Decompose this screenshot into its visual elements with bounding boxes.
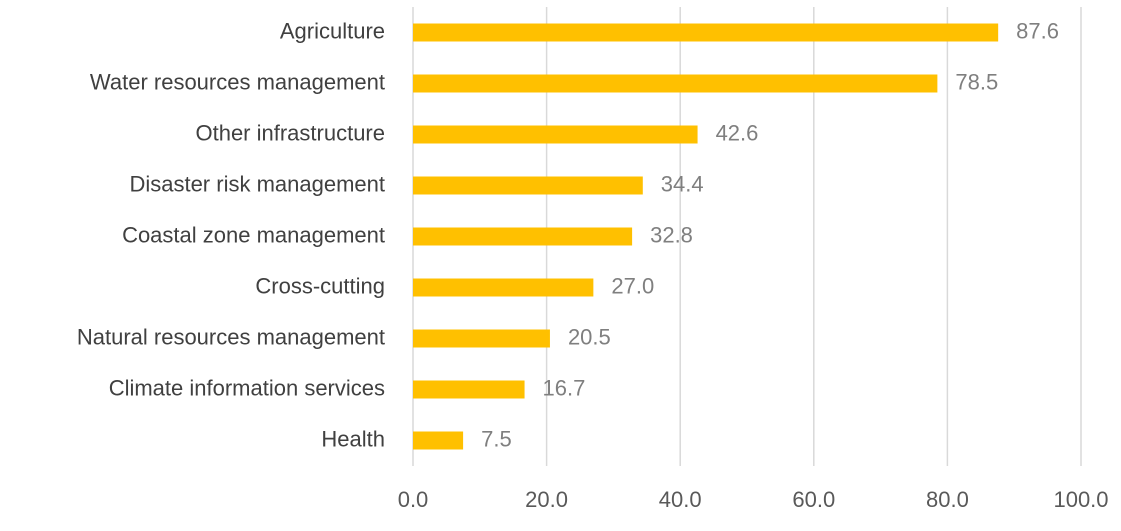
- y-tick-label: Agriculture: [280, 18, 385, 43]
- y-tick-label: Water resources management: [90, 69, 385, 94]
- x-tick-label: 80.0: [926, 487, 969, 512]
- bar: [413, 431, 464, 450]
- y-tick-label: Climate information services: [109, 375, 385, 400]
- data-label: 27.0: [611, 273, 654, 298]
- bar: [413, 176, 643, 195]
- y-tick-label: Cross-cutting: [255, 273, 385, 298]
- y-tick-label: Health: [321, 426, 385, 451]
- x-tick-label: 0.0: [398, 487, 429, 512]
- x-tick-label: 40.0: [659, 487, 702, 512]
- bar: [413, 380, 525, 399]
- bar: [413, 23, 999, 42]
- bar: [413, 227, 633, 246]
- data-label: 7.5: [481, 426, 512, 451]
- y-tick-label: Coastal zone management: [122, 222, 385, 247]
- bar: [413, 74, 938, 93]
- x-tick-label: 100.0: [1053, 487, 1108, 512]
- data-label: 78.5: [955, 69, 998, 94]
- y-tick-label: Other infrastructure: [195, 120, 385, 145]
- y-tick-label: Natural resources management: [77, 324, 385, 349]
- data-label: 20.5: [568, 324, 611, 349]
- x-tick-label: 20.0: [525, 487, 568, 512]
- bar: [413, 125, 698, 144]
- data-label: 42.6: [716, 120, 759, 145]
- data-label: 16.7: [543, 375, 586, 400]
- y-tick-label: Disaster risk management: [129, 171, 385, 196]
- bar: [413, 329, 550, 348]
- data-label: 34.4: [661, 171, 704, 196]
- x-tick-label: 60.0: [792, 487, 835, 512]
- data-label: 32.8: [650, 222, 693, 247]
- bar: [413, 278, 594, 297]
- data-label: 87.6: [1016, 18, 1059, 43]
